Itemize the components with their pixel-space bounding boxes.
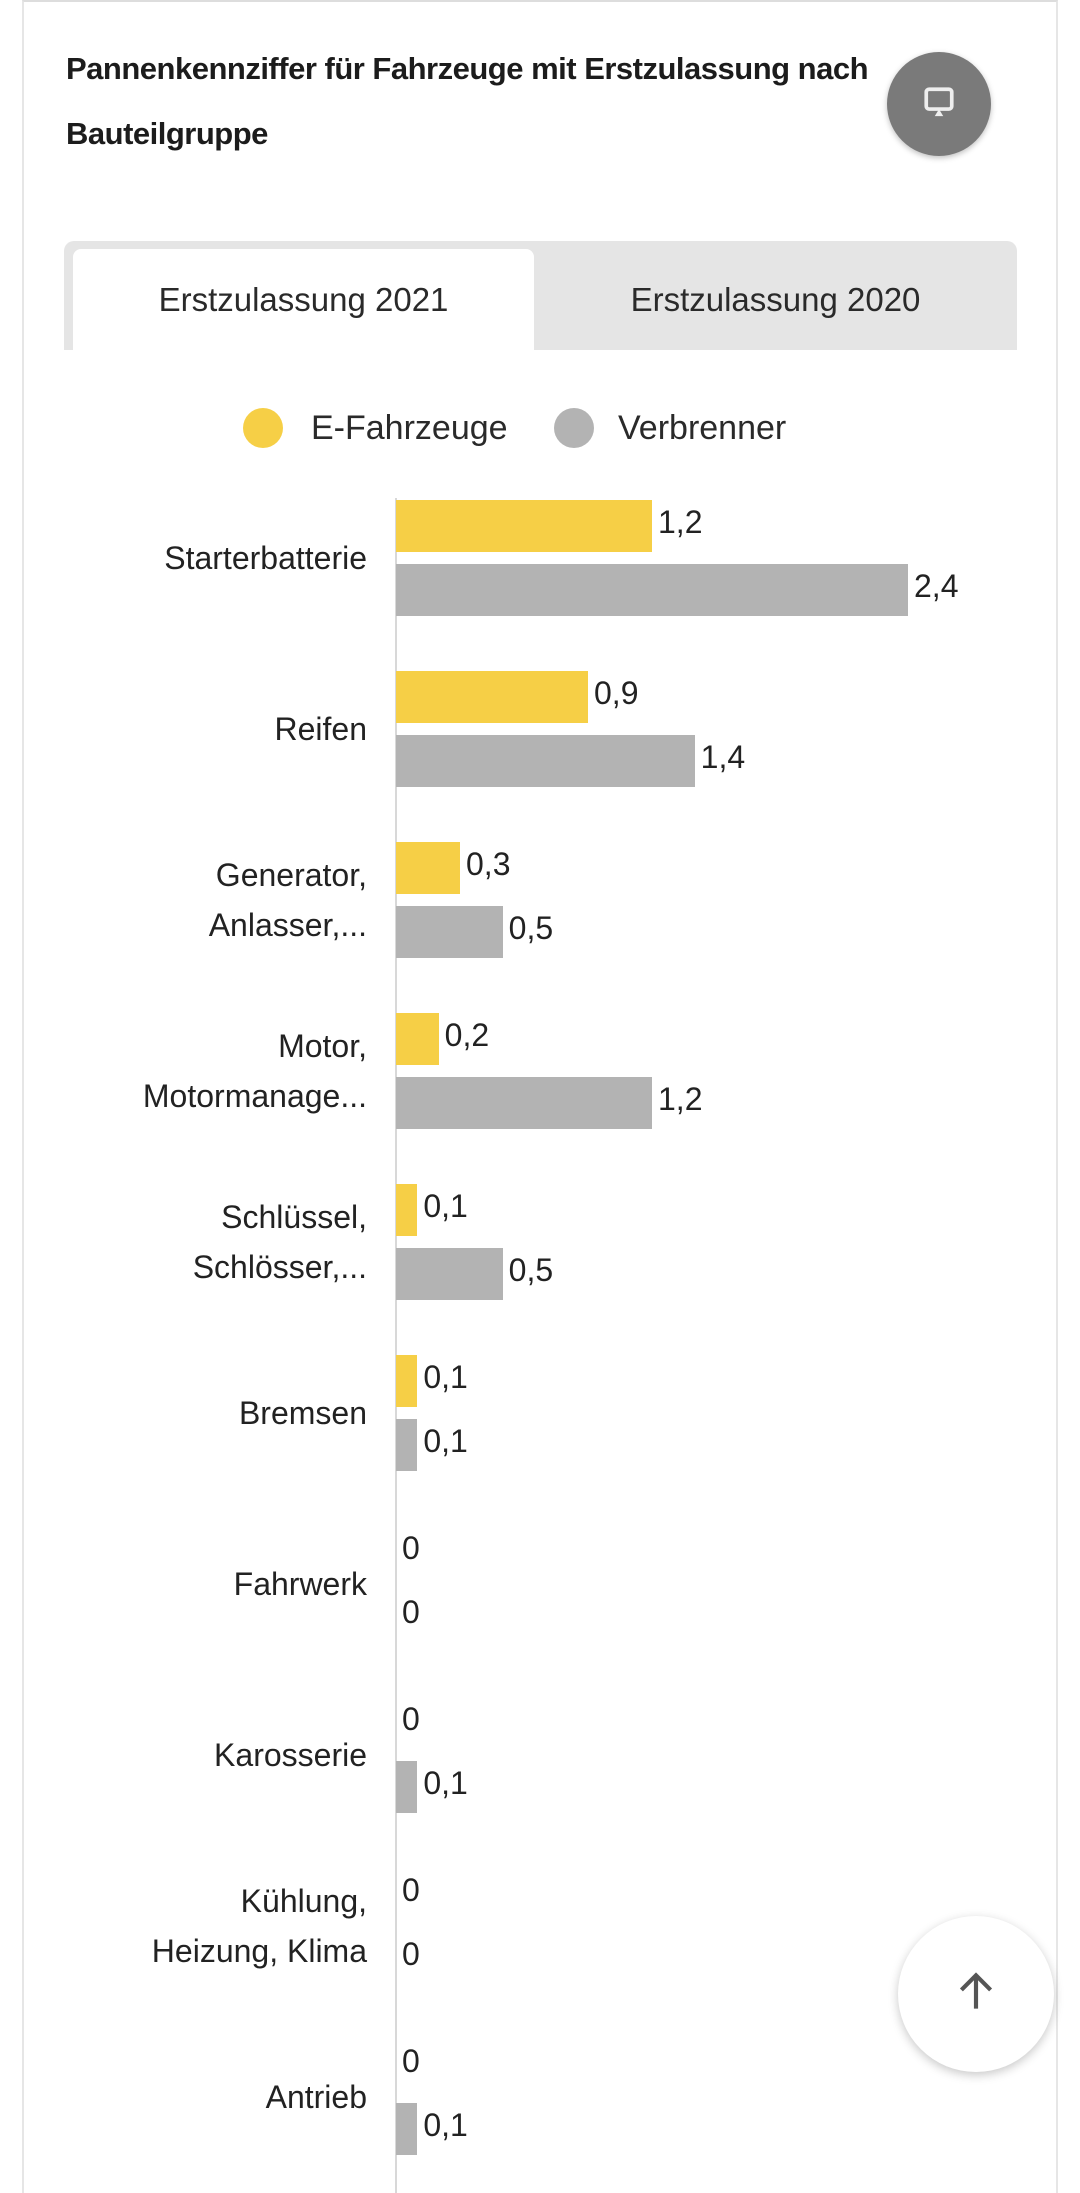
category-label: Kühlung, Heizung, Klima [152,1876,367,1976]
category-label-line: Reifen [274,711,368,747]
data-label: 0 [402,1701,420,1737]
bar-e-fahrzeuge[interactable] [396,1013,439,1065]
data-label: 1,2 [658,1081,703,1117]
bar-verbrenner[interactable] [396,1419,418,1471]
category-label-line: Kühlung, [240,1883,367,1919]
chart-title: Pannenkennziffer für Fahrzeuge mit Erstz… [66,51,869,151]
category-label: Reifen [275,704,368,754]
year-tabs: Erstzulassung 2021 Erstzulassung 2020 [64,241,1017,350]
data-label: 0 [402,1872,420,1908]
data-label: 0,5 [508,910,554,946]
presentation-screen-icon [922,85,956,124]
legend-marker-e-fahrzeuge[interactable] [243,408,283,448]
data-label: 1,2 [658,504,703,540]
category-label-line: Starterbatterie [164,540,367,576]
data-label: 0 [402,2043,420,2079]
data-label: 0,1 [423,1765,468,1801]
category-label-line: Schlüssel, [221,1199,367,1235]
chart-legend: E-Fahrzeuge Verbrenner [0,405,1080,451]
bar-e-fahrzeuge[interactable] [396,671,588,723]
bar-e-fahrzeuge[interactable] [396,1355,418,1407]
data-label: 0 [402,1936,420,1972]
bar-e-fahrzeuge[interactable] [396,500,652,552]
category-label-line: Motor, [278,1028,367,1064]
category-label: Fahrwerk [234,1559,367,1609]
category-label-line: Heizung, Klima [151,1933,367,1969]
data-label: 0 [402,1530,420,1566]
data-label: 2,4 [914,568,959,604]
category-label-line: Bremsen [238,1395,367,1431]
category-label: Bremsen [239,1388,367,1438]
tab-erstzulassung-2020[interactable]: Erstzulassung 2020 [630,280,921,318]
category-label-line: Karosserie [214,1737,367,1773]
bar-verbrenner[interactable] [396,1761,418,1813]
bar-verbrenner[interactable] [396,1077,652,1129]
category-label: Antrieb [266,2072,367,2122]
data-label: 0,2 [444,1017,490,1053]
data-label: 1,4 [700,739,746,775]
category-label: Motor, Motormanage... [143,1021,367,1121]
data-label: 0,9 [594,675,639,711]
category-axis-line [395,498,397,2193]
arrow-up-icon [951,1967,1001,2022]
data-label: 0,1 [423,1188,468,1224]
bar-verbrenner[interactable] [396,1248,503,1300]
bar-verbrenner[interactable] [396,906,503,958]
data-label: 0,3 [466,846,511,882]
scroll-to-top-button[interactable] [898,1916,1054,2072]
data-label: 0,1 [423,2107,468,2143]
bar-e-fahrzeuge[interactable] [396,1184,418,1236]
category-label-line: Motormanage... [142,1078,367,1114]
legend-label-verbrenner[interactable]: Verbrenner [618,409,787,447]
category-label: Starterbatterie [164,533,367,583]
data-label: 0,1 [423,1423,468,1459]
category-label-line: Fahrwerk [233,1566,367,1602]
bar-verbrenner[interactable] [396,735,695,787]
data-label: 0,1 [423,1359,468,1395]
data-label: 0 [402,1594,420,1630]
legend-marker-verbrenner[interactable] [554,408,594,448]
category-label-line: Anlasser,... [208,907,367,943]
category-label-line: Antrieb [265,2079,367,2115]
bar-e-fahrzeuge[interactable] [396,842,460,894]
bar-verbrenner[interactable] [396,2103,418,2155]
legend-label-e-fahrzeuge[interactable]: E-Fahrzeuge [311,409,508,447]
presentation-mode-button[interactable] [887,52,991,156]
category-label-line: Schlösser,... [192,1249,367,1285]
chart-card [22,0,1058,2193]
category-label: Generator, Anlasser,... [209,850,367,950]
tab-erstzulassung-2021[interactable]: Erstzulassung 2021 [73,249,534,350]
data-label: 0,5 [508,1252,554,1288]
category-label: Schlüssel, Schlösser,... [193,1192,367,1292]
bar-verbrenner[interactable] [396,564,908,616]
category-label: Karosserie [214,1730,367,1780]
category-label-line: Generator, [215,857,367,893]
